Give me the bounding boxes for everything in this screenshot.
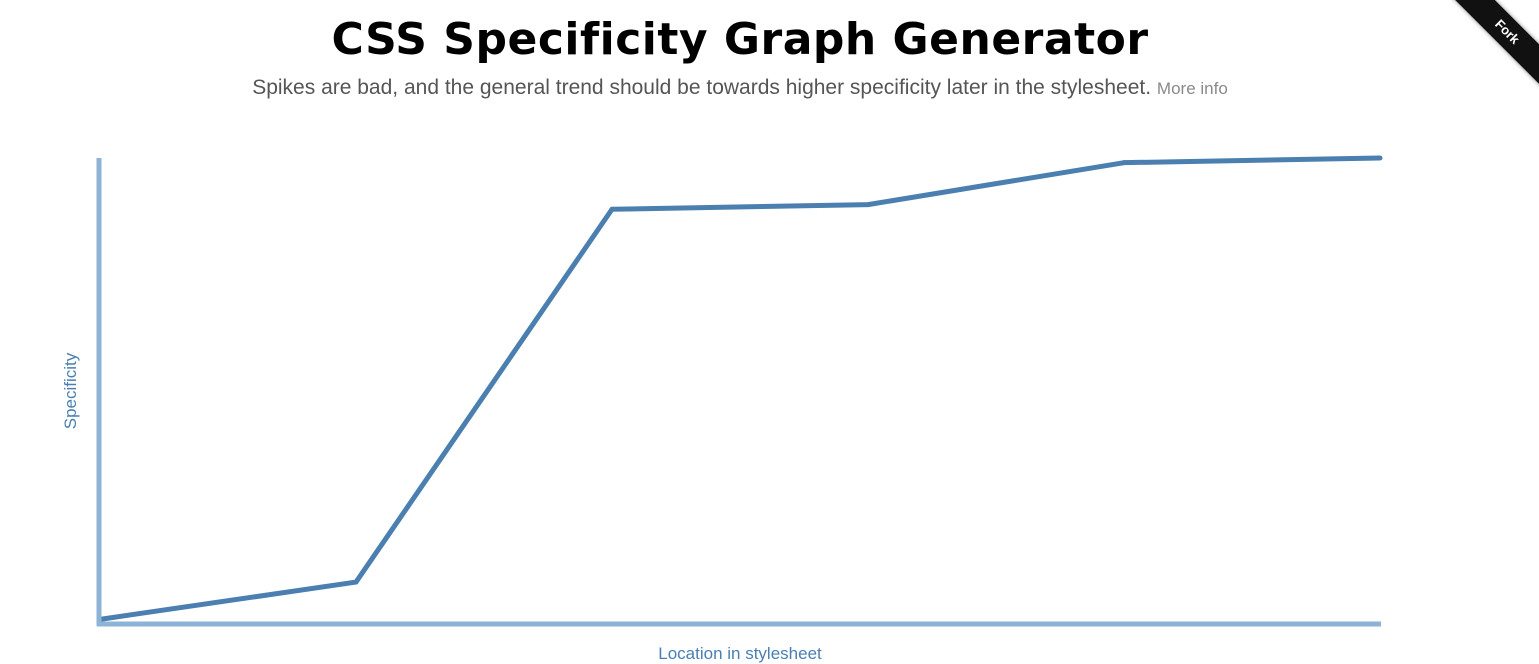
x-axis-label: Location in stylesheet	[658, 644, 822, 663]
page-title: CSS Specificity Graph Generator	[331, 14, 1149, 65]
data-point	[865, 202, 871, 208]
data-point	[1377, 155, 1383, 161]
data-point	[353, 579, 359, 585]
specificity-line	[99, 155, 1381, 622]
plot-area	[97, 155, 1383, 622]
more-info-link[interactable]: More info	[1156, 79, 1228, 98]
page-subtitle: Spikes are bad, and the general trend sh…	[0, 76, 1480, 100]
subtitle-text: Spikes are bad, and the general trend sh…	[252, 76, 1152, 99]
data-point	[609, 206, 615, 212]
data-point	[1121, 160, 1127, 166]
y-axis-label: Specificity	[61, 352, 80, 429]
